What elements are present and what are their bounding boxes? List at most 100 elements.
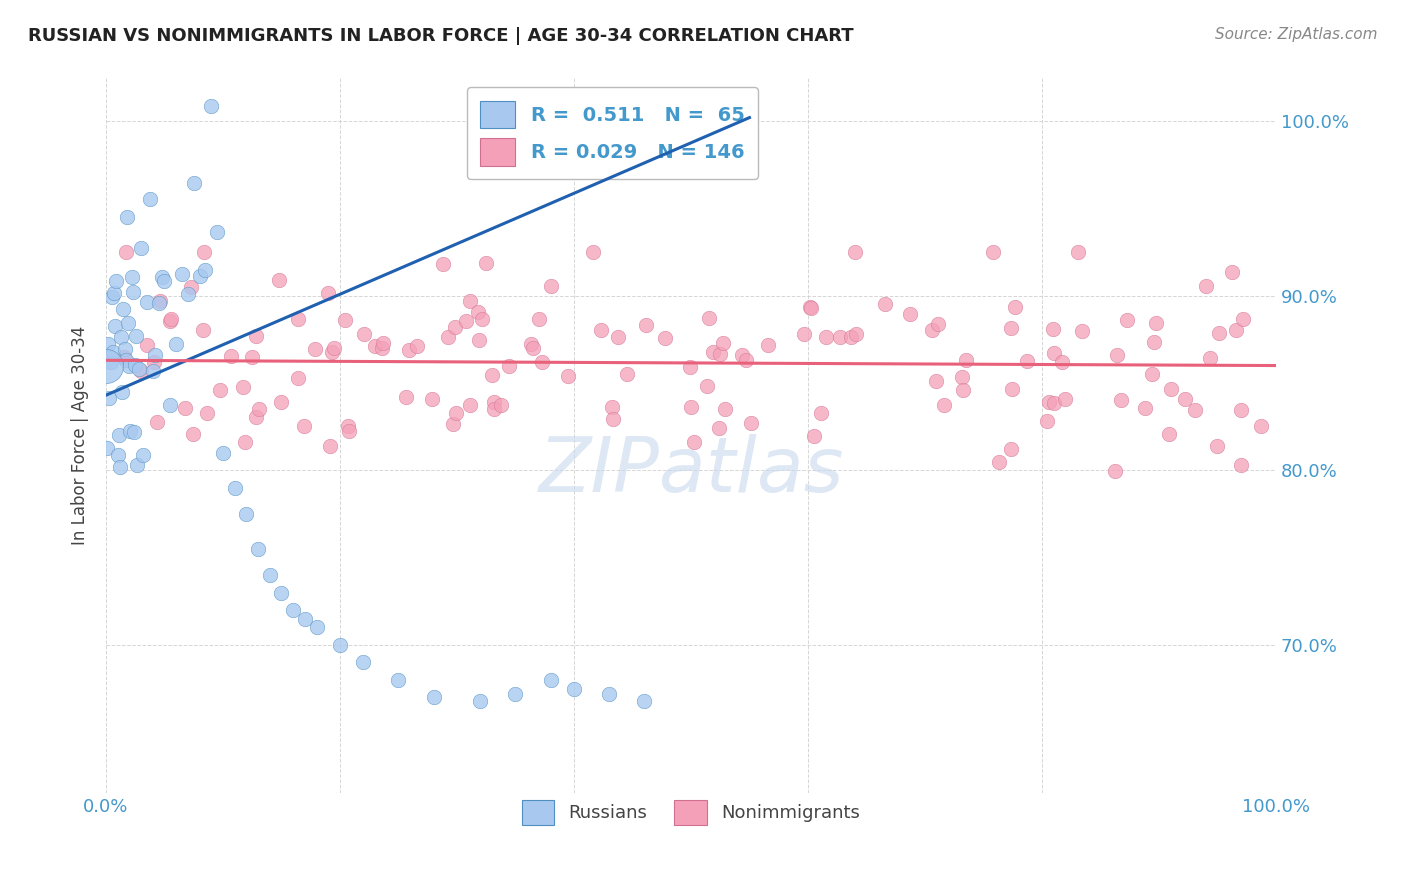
- Point: [489, 398, 512, 412]
- Point: [146, 415, 169, 429]
- Point: [1140, 367, 1163, 381]
- Point: [932, 398, 955, 412]
- Point: [294, 612, 316, 626]
- Point: [1017, 354, 1039, 368]
- Point: [1230, 403, 1253, 417]
- Point: [582, 245, 605, 260]
- Point: [1157, 427, 1180, 442]
- Point: [149, 293, 172, 308]
- Point: [839, 329, 862, 343]
- Point: [921, 323, 943, 337]
- Point: [471, 312, 494, 326]
- Point: [114, 245, 136, 260]
- Point: [927, 318, 949, 332]
- Point: [165, 336, 187, 351]
- Point: [530, 354, 553, 368]
- Point: [1042, 322, 1064, 336]
- Point: [121, 285, 143, 299]
- Point: [232, 380, 254, 394]
- Point: [292, 418, 315, 433]
- Point: [460, 398, 482, 412]
- Point: [205, 225, 228, 239]
- Point: [114, 353, 136, 368]
- Point: [200, 99, 222, 113]
- Point: [1066, 245, 1088, 260]
- Point: [696, 379, 718, 393]
- Point: [110, 330, 132, 344]
- Point: [304, 343, 326, 357]
- Point: [188, 269, 211, 284]
- Point: [235, 507, 257, 521]
- Point: [115, 211, 138, 225]
- Point: [952, 383, 974, 397]
- Point: [387, 673, 409, 687]
- Point: [193, 245, 215, 260]
- Point: [1143, 334, 1166, 349]
- Point: [520, 337, 543, 351]
- Point: [456, 314, 478, 328]
- Point: [333, 313, 356, 327]
- Point: [305, 620, 328, 634]
- Point: [731, 348, 754, 362]
- Point: [678, 359, 700, 374]
- Point: [1043, 346, 1066, 360]
- Point: [925, 374, 948, 388]
- Point: [505, 687, 527, 701]
- Point: [245, 409, 267, 424]
- Point: [193, 323, 215, 337]
- Point: [143, 355, 166, 369]
- Point: [1036, 414, 1059, 428]
- Point: [1135, 401, 1157, 416]
- Point: [107, 448, 129, 462]
- Point: [475, 255, 498, 269]
- Point: [212, 446, 235, 460]
- Y-axis label: In Labor Force | Age 30-34: In Labor Force | Age 30-34: [72, 326, 89, 545]
- Point: [287, 311, 309, 326]
- Point: [364, 339, 387, 353]
- Point: [195, 406, 218, 420]
- Point: [444, 320, 467, 334]
- Point: [122, 425, 145, 440]
- Point: [557, 369, 579, 384]
- Point: [259, 568, 281, 582]
- Point: [224, 481, 246, 495]
- Point: [139, 192, 162, 206]
- Point: [160, 312, 183, 326]
- Point: [1070, 325, 1092, 339]
- Point: [150, 269, 173, 284]
- Point: [793, 327, 815, 342]
- Point: [1109, 392, 1132, 407]
- Point: [607, 330, 630, 344]
- Point: [735, 353, 758, 368]
- Point: [498, 359, 520, 373]
- Point: [117, 316, 139, 330]
- Point: [103, 286, 125, 301]
- Point: [269, 273, 291, 287]
- Point: [159, 398, 181, 412]
- Point: [714, 402, 737, 417]
- Point: [441, 417, 464, 432]
- Point: [96, 442, 118, 456]
- Point: [633, 694, 655, 708]
- Point: [127, 458, 149, 473]
- Point: [247, 541, 270, 556]
- Point: [352, 656, 374, 670]
- Point: [484, 401, 506, 416]
- Point: [121, 270, 143, 285]
- Legend: Russians, Nonimmigrants: Russians, Nonimmigrants: [513, 791, 869, 834]
- Point: [898, 307, 921, 321]
- Point: [321, 344, 343, 359]
- Point: [111, 384, 134, 399]
- Point: [828, 329, 851, 343]
- Point: [129, 241, 152, 255]
- Point: [322, 341, 344, 355]
- Point: [1000, 321, 1022, 335]
- Point: [132, 448, 155, 462]
- Point: [142, 363, 165, 377]
- Text: ZIPatlas: ZIPatlas: [538, 434, 844, 508]
- Point: [180, 280, 202, 294]
- Point: [1195, 278, 1218, 293]
- Point: [540, 673, 562, 687]
- Point: [484, 394, 506, 409]
- Point: [101, 345, 124, 359]
